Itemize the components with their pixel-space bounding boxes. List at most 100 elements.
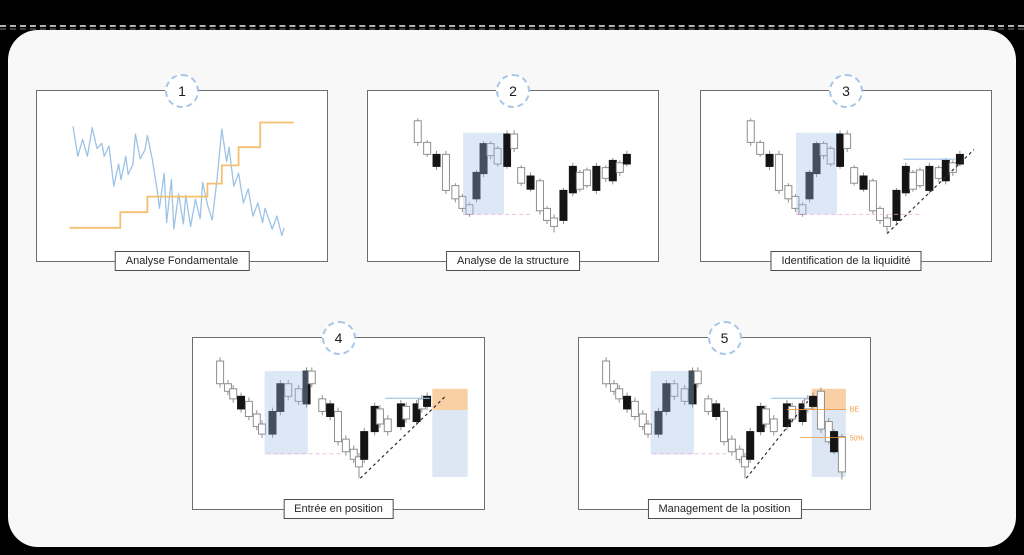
candlestick: [746, 427, 755, 464]
panel-analyse-structure: 2 Analyse de la structure: [367, 74, 659, 271]
chart-canvas: [413, 118, 631, 233]
candlestick: [237, 392, 246, 413]
candlestick: [307, 367, 316, 388]
candlestick: [843, 130, 852, 152]
candlestick: [876, 206, 884, 224]
step-badge-3: 3: [829, 74, 863, 108]
candlestick: [402, 402, 411, 423]
candlestick: [432, 150, 441, 170]
chart-canvas: BE 50%: [602, 357, 864, 480]
candlestick: [302, 367, 311, 408]
fundamental-step-line: [69, 121, 294, 229]
candlestick: [268, 407, 277, 438]
panel-label: Entrée en position: [283, 499, 394, 519]
target-zone: [432, 410, 468, 477]
candlestick: [349, 445, 358, 464]
entry-chart: [207, 356, 469, 482]
panel-label: Management de la position: [647, 499, 802, 519]
panel-label: Analyse de la structure: [446, 251, 580, 271]
candlestick: [550, 214, 559, 233]
candlestick: [915, 167, 924, 188]
candlestick: [601, 165, 610, 182]
trendline: [745, 400, 809, 479]
candlestick: [826, 146, 835, 167]
candlestick: [451, 183, 460, 203]
structure-zone: [796, 132, 837, 215]
candlestick: [901, 162, 910, 197]
trendline: [886, 149, 975, 235]
candlestick: [868, 178, 877, 215]
candlestick: [615, 160, 624, 176]
candlestick: [412, 400, 421, 426]
candlestick: [630, 397, 639, 421]
candlestick: [334, 407, 342, 446]
step-number: 4: [334, 330, 343, 346]
candlestick: [941, 158, 950, 185]
candlestick: [465, 202, 474, 217]
candlestick: [341, 435, 350, 456]
candlestick: [761, 405, 770, 428]
candlestick: [423, 392, 432, 411]
step-badge-5: 5: [707, 321, 742, 355]
liquidity-identification-chart: [739, 116, 975, 236]
structure-zone: [650, 371, 694, 455]
structure-zone: [264, 371, 308, 455]
candlestick: [791, 194, 800, 212]
candlestick: [568, 162, 577, 197]
candlestick: [769, 415, 778, 436]
candlestick: [258, 420, 267, 438]
candlestick: [925, 162, 934, 194]
candlestick: [830, 429, 839, 455]
candlestick: [615, 384, 624, 403]
candlestick: [244, 397, 253, 421]
candlestick: [740, 453, 749, 479]
candlestick: [955, 150, 964, 167]
step-number: 2: [509, 83, 517, 99]
candlestick: [948, 160, 957, 176]
step-badge-2: 2: [496, 74, 530, 108]
candlestick: [294, 384, 303, 406]
panel-label: Analyse Fondamentale: [114, 251, 250, 271]
candlestick: [326, 400, 335, 421]
structure-analysis-chart: [406, 116, 641, 236]
candlestick: [472, 170, 481, 203]
panel-label: Identification de la liquidité: [770, 251, 922, 271]
fifty-percent-label: 50%: [850, 435, 864, 442]
price-zigzag-line: [72, 126, 285, 237]
candlestick: [720, 407, 728, 446]
step-badge-4: 4: [321, 321, 356, 355]
candlestick: [774, 150, 783, 194]
candlestick: [493, 146, 502, 167]
management-chart: BE 50%: [593, 356, 864, 482]
stop-zone: [432, 388, 468, 411]
panel-entree-position: 4 Entrée en position: [192, 321, 485, 519]
candlestick: [934, 165, 943, 182]
candlestick: [859, 172, 868, 192]
candlestick: [704, 395, 713, 416]
candlestick: [441, 150, 450, 194]
candlestick: [688, 367, 697, 408]
step-number: 1: [178, 83, 186, 99]
candlestick: [765, 150, 774, 170]
candlestick: [582, 167, 591, 188]
candlestick: [798, 202, 807, 217]
chart-canvas: [216, 357, 468, 479]
candlestick: [458, 194, 467, 212]
panel-management-position: 5 BE 50% Management de la position: [578, 321, 871, 519]
candlestick: [654, 407, 663, 438]
candlestick: [229, 384, 238, 403]
candlestick: [693, 367, 702, 388]
candlestick: [413, 118, 422, 146]
chart-canvas: [69, 121, 294, 237]
candlestick: [816, 387, 825, 433]
candlestick: [662, 379, 671, 416]
candlestick: [252, 410, 261, 431]
candlestick: [788, 402, 797, 423]
candlestick: [712, 400, 721, 421]
candlestick: [670, 379, 679, 401]
candlestick: [805, 170, 814, 203]
candlestick: [908, 170, 917, 192]
candlestick: [575, 170, 584, 192]
top-dashed-divider-dark: [0, 28, 1024, 30]
chart-canvas: [746, 118, 975, 235]
